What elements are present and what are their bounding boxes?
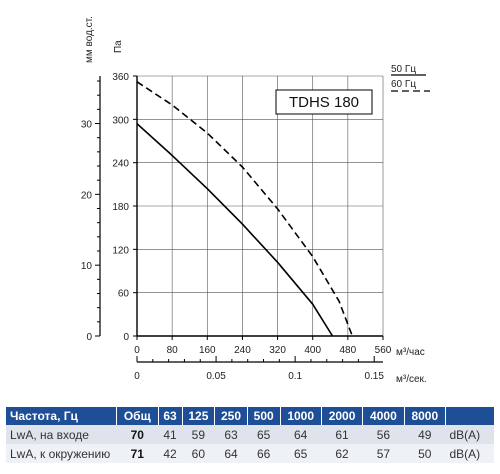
y-mm-tick-label: 30 xyxy=(81,120,93,131)
table-header-125: 125 xyxy=(182,407,216,425)
table-header-500: 500 xyxy=(247,407,281,425)
table-header-freq: Частота, Гц xyxy=(6,407,117,425)
row-label: LwA, на входе xyxy=(6,425,117,444)
cell-value: 50 xyxy=(404,444,446,463)
chart-grid xyxy=(136,75,384,337)
cell-value: 56 xyxy=(362,425,405,444)
cell-value: 42 xyxy=(158,444,183,463)
y-axis-unit-mm: мм вод.ст. xyxy=(84,16,95,63)
y-pa-tick-label: 180 xyxy=(112,202,129,213)
table-row: LwA, на входе 70 41 59 63 65 64 61 56 49… xyxy=(6,425,494,444)
cell-value: 49 xyxy=(404,425,446,444)
row-unit: dB(A) xyxy=(445,444,494,463)
x-tick-label: 80 xyxy=(167,345,179,356)
x2-axis-unit: м³/сек. xyxy=(396,374,427,385)
table-header-row: Частота, Гц Общ 63 125 250 500 1000 2000… xyxy=(6,407,494,425)
y-pa-tick-label: 240 xyxy=(112,159,129,170)
x-tick-label: 240 xyxy=(234,345,251,356)
cell-value: 41 xyxy=(158,425,183,444)
cell-value: 57 xyxy=(362,444,405,463)
x-tick-label: 560 xyxy=(375,345,392,356)
table-header-63: 63 xyxy=(158,407,183,425)
table-header-unit xyxy=(445,407,494,425)
model-label-box xyxy=(275,89,373,115)
cell-value: 64 xyxy=(280,425,322,444)
y-pa-tick-label: 300 xyxy=(112,115,129,126)
row-total: 70 xyxy=(116,425,159,444)
chart-tick-labels: 0 80 160 240 320 400 480 5600601201802403003600… xyxy=(81,72,392,382)
x-tick-label: 480 xyxy=(340,345,357,356)
x2-tick-label: 0 xyxy=(134,371,140,382)
cell-value: 60 xyxy=(182,444,215,463)
y-mm-tick-label: 0 xyxy=(86,332,92,343)
y-pa-tick-label: 120 xyxy=(112,245,129,256)
cell-value: 65 xyxy=(280,444,322,463)
series-line-60hz xyxy=(136,81,354,337)
x2-tick-label: 0.15 xyxy=(364,371,384,382)
table-header-1000: 1000 xyxy=(280,407,322,425)
x-tick-label: 0 xyxy=(134,345,140,356)
series-line-50hz xyxy=(136,123,334,337)
table-row: LwA, к окружению 71 42 60 64 66 65 62 57… xyxy=(6,444,494,463)
table-header-250: 250 xyxy=(214,407,248,425)
legend-50hz-label: 50 Гц xyxy=(391,64,416,75)
x-tick-label: 160 xyxy=(199,345,216,356)
cell-value: 63 xyxy=(214,425,248,444)
cell-value: 62 xyxy=(321,444,363,463)
performance-chart: 0 80 160 240 320 400 480 5600601201802403003600… xyxy=(81,16,430,385)
table-header-total: Общ xyxy=(116,407,159,425)
chart-series xyxy=(136,81,354,337)
cell-value: 59 xyxy=(182,425,215,444)
noise-table: Частота, Гц Общ 63 125 250 500 1000 2000… xyxy=(6,407,494,463)
x-tick-label: 320 xyxy=(269,345,286,356)
row-label: LwA, к окружению xyxy=(6,444,117,463)
x2-tick-label: 0.1 xyxy=(288,371,302,382)
x-axis-unit: м³/час xyxy=(396,347,425,358)
row-total: 71 xyxy=(116,444,159,463)
model-label: TDHS 180 xyxy=(289,94,359,111)
cell-value: 65 xyxy=(247,425,280,444)
y-mm-tick-label: 10 xyxy=(81,261,93,272)
y-axis-unit-pa: Па xyxy=(113,40,124,53)
cell-value: 66 xyxy=(247,444,280,463)
row-unit: dB(A) xyxy=(445,425,494,444)
y-pa-tick-label: 0 xyxy=(123,332,129,343)
x2-tick-label: 0.05 xyxy=(206,371,226,382)
table-header-2000: 2000 xyxy=(321,407,364,425)
table-header-8000: 8000 xyxy=(404,407,447,425)
cell-value: 64 xyxy=(214,444,248,463)
chart-axes xyxy=(95,75,384,363)
x-tick-label: 400 xyxy=(304,345,321,356)
table-header-4000: 4000 xyxy=(362,407,405,425)
legend-60hz-label: 60 Гц xyxy=(391,79,416,90)
y-pa-tick-label: 60 xyxy=(118,289,130,300)
cell-value: 61 xyxy=(321,425,363,444)
y-pa-tick-label: 360 xyxy=(112,72,129,83)
y-mm-tick-label: 20 xyxy=(81,190,93,201)
